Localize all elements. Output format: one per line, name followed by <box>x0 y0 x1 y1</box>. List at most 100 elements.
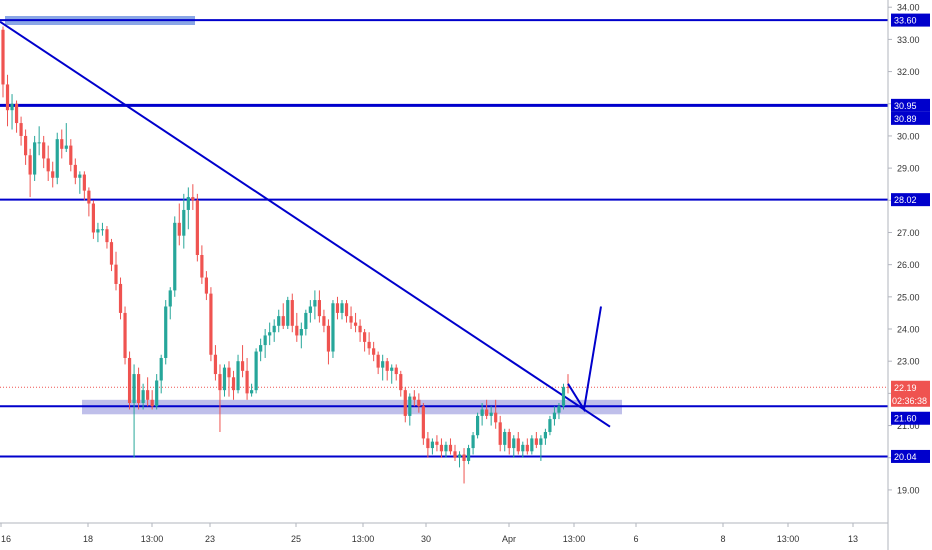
candle-body[interactable] <box>344 303 349 317</box>
candle-body[interactable] <box>543 431 547 439</box>
candle-body[interactable] <box>349 316 353 323</box>
candle-body[interactable] <box>299 329 303 336</box>
candle-body[interactable] <box>231 377 236 391</box>
candle-body[interactable] <box>385 361 389 371</box>
candle-body[interactable] <box>476 415 480 436</box>
candle-body[interactable] <box>566 386 570 388</box>
candle-body[interactable] <box>457 454 462 458</box>
candle-body[interactable] <box>109 242 114 265</box>
candle-body[interactable] <box>485 409 489 416</box>
candle-body[interactable] <box>236 361 240 391</box>
candle-body[interactable] <box>268 332 272 336</box>
candle-body[interactable] <box>340 303 344 313</box>
candle-body[interactable] <box>453 451 457 458</box>
trendline[interactable] <box>0 20 611 428</box>
candle-body[interactable] <box>281 316 285 326</box>
candle-body[interactable] <box>114 264 118 284</box>
candle-body[interactable] <box>548 419 552 432</box>
candle-body[interactable] <box>552 412 557 420</box>
candle-body[interactable] <box>561 386 566 407</box>
candle-body[interactable] <box>10 103 14 111</box>
candle-body[interactable] <box>557 406 561 413</box>
candle-body[interactable] <box>191 197 195 201</box>
candle-body[interactable] <box>448 444 453 452</box>
candle-body[interactable] <box>218 374 222 391</box>
projection-arrow[interactable] <box>567 306 602 413</box>
candle-body[interactable] <box>525 444 529 452</box>
candle-body[interactable] <box>222 367 227 391</box>
candle-body[interactable] <box>317 300 321 317</box>
candle-body[interactable] <box>412 396 416 400</box>
candle-body[interactable] <box>204 277 208 294</box>
candle-body[interactable] <box>159 357 163 381</box>
candle-body[interactable] <box>277 316 281 326</box>
candle-body[interactable] <box>78 174 82 178</box>
candle-body[interactable] <box>480 409 484 416</box>
candle-body[interactable] <box>466 448 471 461</box>
candle-body[interactable] <box>399 374 403 391</box>
candle-body[interactable] <box>286 300 290 326</box>
candle-body[interactable] <box>358 325 362 333</box>
candle-body[interactable] <box>100 229 105 231</box>
candle-body[interactable] <box>512 438 516 449</box>
candle-body[interactable] <box>200 255 204 278</box>
candle-body[interactable] <box>462 454 466 461</box>
candle-body[interactable] <box>394 367 398 375</box>
candle-body[interactable] <box>150 399 154 407</box>
candle-body[interactable] <box>46 158 50 172</box>
candle-body[interactable] <box>5 84 10 111</box>
candle-body[interactable] <box>177 222 181 236</box>
candle-body[interactable] <box>381 361 385 368</box>
candle-body[interactable] <box>313 300 317 307</box>
candle-body[interactable] <box>69 145 73 165</box>
candle-body[interactable] <box>308 306 312 313</box>
candle-body[interactable] <box>164 306 168 358</box>
candle-body[interactable] <box>263 335 267 346</box>
candle-body[interactable] <box>73 164 77 178</box>
candle-body[interactable] <box>42 142 46 159</box>
candle-body[interactable] <box>118 283 123 313</box>
candle-body[interactable] <box>123 312 127 358</box>
candle-body[interactable] <box>272 325 276 333</box>
candle-body[interactable] <box>227 367 231 378</box>
candle-body[interactable] <box>168 290 172 307</box>
candle-body[interactable] <box>137 374 141 404</box>
candle-body[interactable] <box>28 155 32 175</box>
candle-body[interactable] <box>87 190 91 204</box>
candle-body[interactable] <box>363 332 367 342</box>
candle-body[interactable] <box>209 293 213 355</box>
candle-body[interactable] <box>353 322 358 326</box>
candle-body[interactable] <box>96 229 100 233</box>
candle-body[interactable] <box>37 142 41 144</box>
candle-body[interactable] <box>24 135 28 156</box>
candle-body[interactable] <box>421 406 425 439</box>
candle-body[interactable] <box>55 139 59 178</box>
candle-body[interactable] <box>521 444 525 452</box>
candle-body[interactable] <box>51 171 55 178</box>
candle-body[interactable] <box>213 354 218 375</box>
candle-body[interactable] <box>250 390 254 394</box>
candle-body[interactable] <box>132 374 136 404</box>
candle-body[interactable] <box>82 174 86 191</box>
candle-body[interactable] <box>195 200 199 255</box>
candle-body[interactable] <box>326 325 331 352</box>
candle-body[interactable] <box>245 370 249 394</box>
candle-body[interactable] <box>489 412 493 416</box>
candle-body[interactable] <box>367 341 371 349</box>
candle-body[interactable] <box>390 367 394 371</box>
candle-body[interactable] <box>141 390 145 404</box>
candle-body[interactable] <box>471 435 475 449</box>
candle-body[interactable] <box>417 399 421 407</box>
candle-body[interactable] <box>539 438 543 445</box>
candle-body[interactable] <box>444 444 448 452</box>
candle-body[interactable] <box>60 139 64 149</box>
candle-body[interactable] <box>105 229 109 243</box>
candle-body[interactable] <box>426 438 430 449</box>
candle-body[interactable] <box>498 422 502 445</box>
candle-body[interactable] <box>155 380 159 407</box>
candle-body[interactable] <box>494 412 498 423</box>
candle-body[interactable] <box>439 444 444 452</box>
candle-body[interactable] <box>91 203 95 233</box>
candle-body[interactable] <box>186 197 190 210</box>
